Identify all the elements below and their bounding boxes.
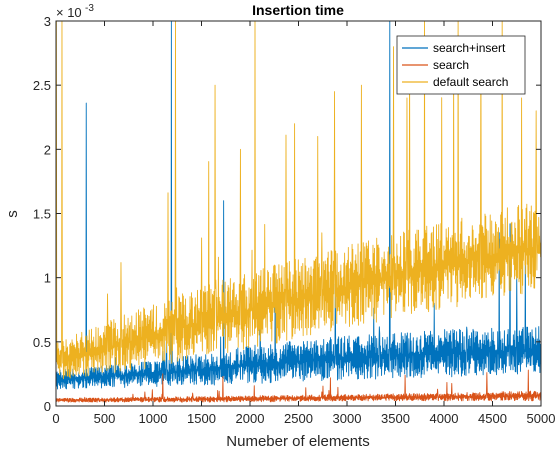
y-tick-label: 2.5 [33, 78, 51, 93]
legend-label: default search [433, 75, 508, 89]
x-tick-label: 1500 [187, 411, 216, 426]
y-exponent-label: × 10 -3 [56, 3, 94, 20]
y-tick-label: 0.5 [33, 335, 51, 350]
y-axis-label: s [4, 210, 21, 218]
x-tick-label: 2000 [236, 411, 265, 426]
y-exponent-base: × 10 [56, 5, 82, 20]
chart-title: Insertion time [252, 2, 344, 18]
y-tick-label: 2 [44, 142, 51, 157]
x-tick-label: 3000 [333, 411, 362, 426]
y-axis-ticks: 0 0.5 1 1.5 2 2.5 3 [33, 14, 541, 414]
x-tick-label: 1000 [139, 411, 168, 426]
x-axis-label: Numeber of elements [226, 433, 369, 450]
x-tick-label: 3500 [381, 411, 410, 426]
x-tick-label: 2500 [284, 411, 313, 426]
y-tick-label: 1 [44, 271, 51, 286]
series-line-default-search [56, 21, 541, 380]
x-tick-label: 0 [52, 411, 59, 426]
x-axis-ticks: 0 500 1000 1500 2000 2500 3000 3500 4000 4500 5000 [52, 21, 555, 426]
x-tick-label: 4000 [430, 411, 459, 426]
x-tick-label: 4500 [478, 411, 507, 426]
y-tick-label: 0 [44, 399, 51, 414]
x-tick-label: 5000 [527, 411, 555, 426]
series-line-search [56, 369, 541, 403]
x-tick-label: 500 [94, 411, 116, 426]
legend-label: search+insert [433, 41, 506, 55]
series-layer [56, 21, 541, 403]
y-exponent-power: -3 [85, 3, 94, 14]
y-tick-label: 1.5 [33, 207, 51, 222]
y-tick-label: 3 [44, 14, 51, 29]
legend: search+insert search default search [396, 35, 526, 95]
legend-label: search [433, 58, 469, 72]
series-line-search-insert [56, 21, 541, 390]
